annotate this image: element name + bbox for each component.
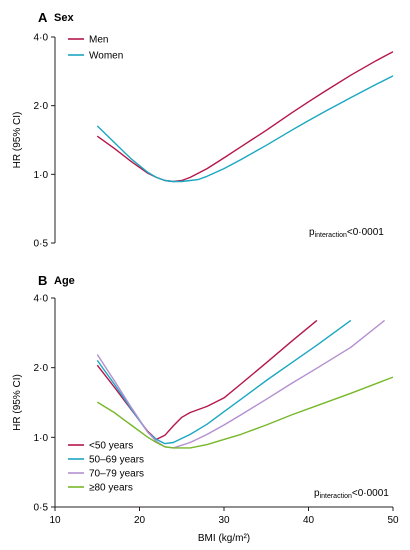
panel-letter: A xyxy=(38,10,48,25)
y-tick-label: 0·5 xyxy=(34,503,49,514)
panel-b: B Age 0·5 1·0 2·0 4·0 10 20 30 40 50 HR (95% CI) BMI… xyxy=(12,273,399,544)
x-tick-label: 30 xyxy=(218,515,230,526)
legend-label: 70–79 years xyxy=(89,469,144,480)
y-tick-label: 4·0 xyxy=(34,33,49,44)
legend-label: ≥80 years xyxy=(89,483,133,494)
x-axis-label: BMI (kg/m²) xyxy=(198,533,250,544)
series-line-0 xyxy=(96,319,318,441)
p-interaction-label: pinteraction<0·0001 xyxy=(309,227,384,239)
panel-title: Sex xyxy=(54,12,74,24)
y-tick-label: 2·0 xyxy=(34,101,49,112)
series-line-3 xyxy=(96,376,394,449)
series-line-2 xyxy=(96,319,386,449)
y-tick-label: 0·5 xyxy=(34,239,49,250)
y-tick-label: 1·0 xyxy=(34,170,49,181)
legend-label: <50 years xyxy=(89,441,133,452)
p-interaction-label: pinteraction<0·0001 xyxy=(314,488,389,500)
y-axis-label: HR (95% CI) xyxy=(12,112,23,169)
legend-label: Women xyxy=(89,51,123,62)
x-tick-label: 40 xyxy=(303,515,315,526)
panel-letter: B xyxy=(38,273,47,288)
x-tick-label: 20 xyxy=(134,515,146,526)
series-line-1 xyxy=(96,75,394,183)
y-tick-label: 2·0 xyxy=(34,363,49,374)
y-tick-label: 4·0 xyxy=(34,294,49,305)
panel-title: Age xyxy=(54,275,75,287)
y-tick-label: 1·0 xyxy=(34,433,49,444)
y-axis-label: HR (95% CI) xyxy=(12,374,23,431)
x-tick-label: 50 xyxy=(387,515,399,526)
panel-a: A Sex 0·5 1·0 2·0 4·0 HR (95% CI) Men Women pinte… xyxy=(12,10,394,250)
series-line-0 xyxy=(96,51,394,183)
x-tick-label: 10 xyxy=(49,515,61,526)
legend-label: Men xyxy=(89,35,108,46)
legend-label: 50–69 years xyxy=(89,455,144,466)
